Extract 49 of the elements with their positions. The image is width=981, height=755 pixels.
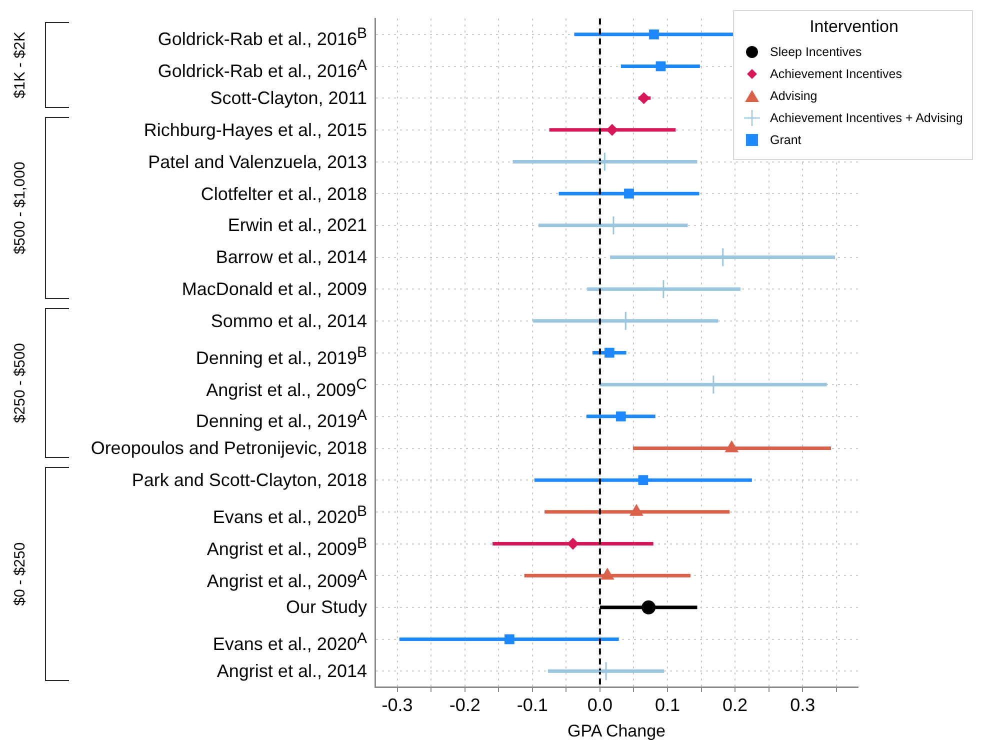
legend-title: Intervention	[808, 17, 900, 37]
x-tick-label: 0.3	[790, 694, 816, 715]
legend-label: Grant	[770, 133, 802, 147]
y-tick-label: Sommo et al., 2014	[210, 310, 367, 332]
y-tick-label: Goldrick-Rab et al., 2016$^{A}$	[158, 56, 367, 82]
y-tick-label: Denning et al., 2019$^{A}$	[196, 406, 367, 432]
x-tick-label: 0.2	[722, 694, 748, 715]
point	[649, 29, 659, 40]
y-tick-label: Evans et al., 2020$^{A}$	[212, 629, 367, 656]
text: $1K - $2K	[12, 31, 28, 98]
point	[656, 61, 666, 72]
text: $0 - $250	[12, 542, 28, 606]
point	[604, 348, 614, 358]
y-tick-label: Park and Scott-Clayton, 2018	[132, 469, 367, 492]
point	[616, 411, 626, 422]
legend-label: Advising	[770, 89, 818, 103]
y-tick-label: Richburg-Hayes et al., 2015	[144, 118, 367, 141]
x-tick-label: -0.3	[382, 694, 413, 715]
y-tick-label: Angrist et al., 2009$^{B}$	[206, 534, 367, 560]
point	[606, 124, 618, 136]
y-tick-label: MacDonald et al., 2009	[182, 278, 367, 300]
x-tick-label: 0.0	[587, 694, 612, 715]
y-tick-label: Denning et al., 2019$^{B}$	[196, 342, 367, 369]
x-tick-label: -0.1	[516, 694, 548, 715]
legend-label: Achievement Incentives	[770, 67, 902, 81]
y-tick-label: Angrist et al., 2009$^{C}$	[206, 374, 367, 401]
point	[624, 188, 634, 199]
y-tick-label: Angrist et al., 2009$^{A}$	[206, 566, 367, 592]
text: $250 - $500	[12, 342, 28, 424]
y-tick-label: Barrow et al., 2014	[216, 246, 367, 268]
y-tick-label: Scott-Clayton, 2011	[210, 87, 367, 110]
y-tick-label: Patel and Valenzuela, 2013	[148, 150, 367, 173]
point	[638, 92, 650, 104]
y-tick-label: Clotfelter et al., 2018	[200, 182, 367, 205]
legend-label: Sleep Incentives	[770, 45, 862, 59]
y-tick-label: Erwin et al., 2021	[228, 214, 367, 236]
legend-label: Achievement Incentives + Advising	[770, 111, 963, 125]
y-tick-label: Evans et al., 2020$^{B}$	[212, 502, 367, 528]
y-tick-label: Our Study	[286, 596, 367, 618]
text: $500 - $1,000	[12, 162, 28, 254]
point	[638, 475, 648, 486]
point	[642, 600, 656, 614]
x-axis-title: GPA Change	[568, 721, 666, 740]
x-tick-label: -0.2	[449, 694, 480, 715]
y-tick-label: Goldrick-Rab et al., 2016$^{B}$	[158, 24, 367, 50]
y-tick-label: Angrist et al., 2014	[216, 660, 367, 682]
point	[504, 634, 514, 644]
x-tick-label: 0.1	[654, 694, 680, 715]
y-tick-label: Oreopoulos and Petronijevic, 2018	[90, 437, 367, 460]
